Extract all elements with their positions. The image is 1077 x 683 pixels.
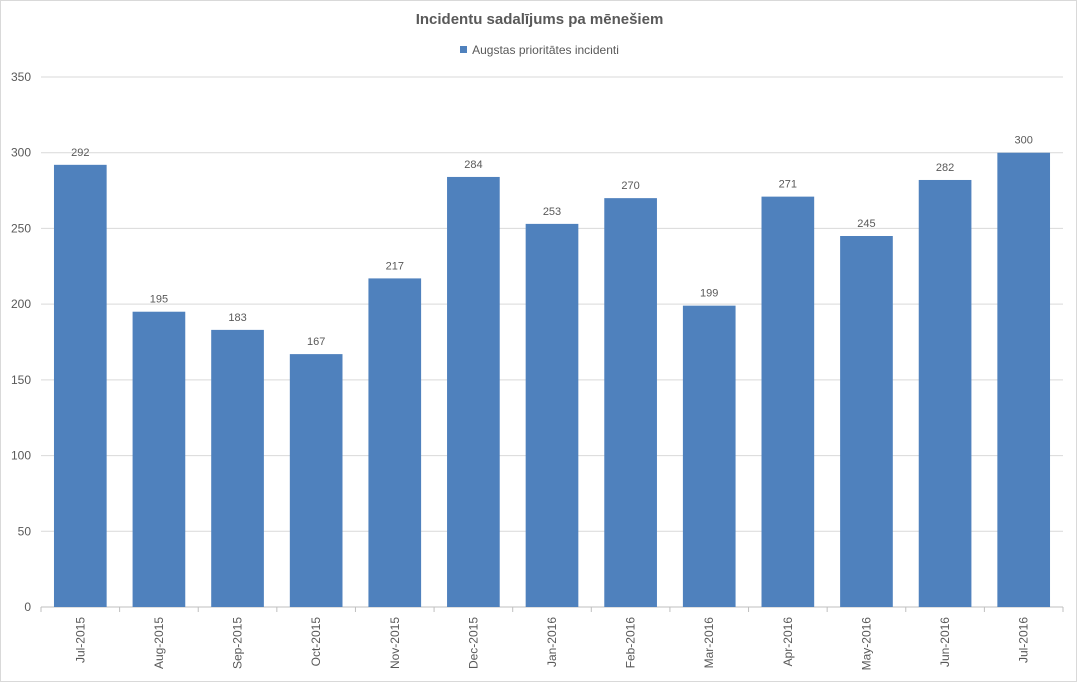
- bar: [918, 179, 972, 607]
- x-tick-label: Aug-2015: [152, 617, 166, 669]
- legend-swatch: [460, 46, 468, 53]
- data-label: 167: [307, 336, 325, 348]
- x-tick-label: Mar-2016: [702, 617, 716, 669]
- bar: [997, 152, 1051, 607]
- x-tick-label: Jul-2015: [73, 617, 87, 663]
- x-tick-label: Jun-2016: [938, 617, 952, 667]
- bar: [211, 329, 264, 607]
- bar: [604, 198, 657, 607]
- chart-title: Incidentu sadalījums pa mēnešiem: [415, 11, 664, 28]
- bar: [682, 305, 736, 607]
- bar: [368, 278, 422, 607]
- bar: [53, 164, 107, 608]
- data-label: 245: [857, 218, 875, 230]
- x-tick-label: Jul-2016: [1017, 617, 1031, 663]
- data-label: 183: [228, 312, 246, 324]
- y-tick-label: 300: [11, 146, 31, 160]
- y-tick-label: 250: [11, 221, 31, 235]
- data-label: 284: [464, 159, 482, 171]
- y-tick-label: 50: [18, 524, 32, 538]
- data-label: 270: [621, 180, 639, 192]
- y-tick-label: 350: [11, 70, 31, 84]
- legend: Augstas prioritātes incidenti: [1, 43, 1077, 57]
- legend-label: Augstas prioritātes incidenti: [472, 43, 619, 57]
- bar: [132, 311, 186, 607]
- data-label: 300: [1015, 135, 1033, 147]
- x-tick-label: Jan-2016: [545, 617, 559, 667]
- bar: [447, 176, 500, 607]
- x-tick-label: Oct-2015: [309, 617, 323, 667]
- bar: [840, 236, 893, 607]
- x-tick-label: May-2016: [859, 617, 873, 671]
- data-label: 217: [386, 260, 404, 272]
- data-label: 199: [700, 288, 718, 300]
- y-tick-label: 150: [11, 373, 31, 387]
- data-label: 195: [150, 294, 168, 306]
- bar: [525, 223, 579, 607]
- data-label: 292: [71, 147, 89, 159]
- x-tick-label: Sep-2015: [231, 617, 245, 669]
- y-tick-label: 200: [11, 297, 31, 311]
- y-tick-label: 100: [11, 449, 31, 463]
- data-label: 282: [936, 162, 954, 174]
- bar: [761, 196, 815, 607]
- bar: [289, 354, 343, 607]
- x-tick-label: Dec-2015: [466, 617, 480, 669]
- y-tick-label: 0: [24, 600, 31, 614]
- data-label: 271: [779, 179, 797, 191]
- x-tick-label: Apr-2016: [781, 617, 795, 667]
- x-tick-label: Nov-2015: [388, 617, 402, 669]
- data-label: 253: [543, 206, 561, 218]
- x-tick-label: Feb-2016: [624, 617, 638, 669]
